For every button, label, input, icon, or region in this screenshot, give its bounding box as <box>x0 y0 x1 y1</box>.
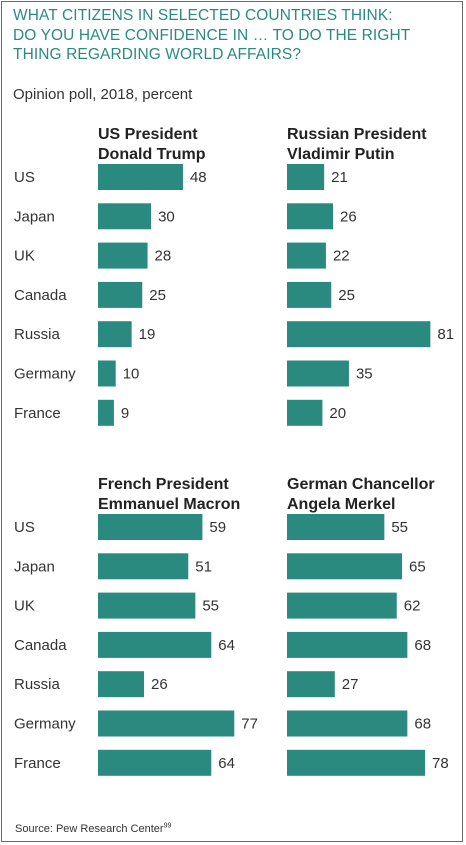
panel-2-value-germany: 35 <box>356 366 373 383</box>
source-footnote: 99 <box>163 822 172 830</box>
panel-1-bar-japan <box>98 203 152 230</box>
panel-2-title-line-1: Russian President <box>287 126 427 143</box>
category-label-russia: Russia <box>14 326 61 343</box>
panel-2-bar-japan <box>287 203 334 230</box>
panel-1-value-russia: 19 <box>139 326 156 343</box>
panel-4-value-france: 78 <box>432 755 449 772</box>
category-label-germany: Germany <box>14 366 76 383</box>
panel-2-bar-canada <box>287 281 332 308</box>
panel-3-value-germany: 77 <box>241 716 258 733</box>
panel-1-value-canada: 25 <box>149 287 166 304</box>
category-label-russia: Russia <box>14 676 61 693</box>
panel-4-title-line-1: German Chancellor <box>287 476 435 493</box>
panel-4-value-germany: 68 <box>414 716 431 733</box>
panel-4-value-russia: 27 <box>342 676 359 693</box>
panel-2-value-canada: 25 <box>338 287 355 304</box>
category-label-canada: Canada <box>14 637 67 654</box>
category-label-canada: Canada <box>14 287 67 304</box>
panel-4-bar-us <box>287 514 385 540</box>
panel-1-value-france: 9 <box>121 405 129 422</box>
panel-1-value-uk: 28 <box>155 248 172 265</box>
figure-title: WHAT CITIZENS IN SELECTED COUNTRIES THIN… <box>13 6 458 65</box>
panel-3-value-japan: 51 <box>195 558 212 575</box>
panel-2-title-line-2: Vladimir Putin <box>287 146 395 163</box>
panel-4-bar-russia <box>287 671 335 698</box>
panel-3-bar-france <box>98 749 212 776</box>
category-label-france: France <box>14 755 61 772</box>
panel-1-bar-germany <box>98 360 116 387</box>
panel-2-value-us: 21 <box>331 169 348 186</box>
title-line-3: THING REGARDING WORLD AFFAIRS? <box>13 46 302 63</box>
panel-1-value-us: 48 <box>190 169 207 186</box>
panel-2-value-japan: 26 <box>340 208 357 225</box>
panel-3-value-russia: 26 <box>151 676 168 693</box>
panel-3-bar-uk <box>98 592 196 619</box>
panel-4-bar-japan <box>287 553 403 580</box>
panel-3-bar-canada <box>98 631 212 658</box>
panel-4-bar-canada <box>287 631 408 658</box>
panel-4-value-canada: 68 <box>414 637 431 654</box>
category-label-uk: UK <box>14 598 35 615</box>
source-note: Source: Pew Research Center99 <box>15 822 172 835</box>
category-label-uk: UK <box>14 248 35 265</box>
panel-2-value-russia: 81 <box>437 326 454 343</box>
panel-4-bar-germany <box>287 710 408 737</box>
figure-subtitle: Opinion poll, 2018, percent <box>13 86 193 103</box>
panel-4-value-uk: 62 <box>404 598 421 615</box>
panel-3-title-line-1: French President <box>98 476 229 493</box>
panel-4-value-japan: 65 <box>409 558 426 575</box>
panel-1-bar-us <box>98 164 183 190</box>
panel-2-bar-us <box>287 164 325 190</box>
panel-3-value-us: 59 <box>209 519 226 536</box>
category-label-germany: Germany <box>14 716 76 733</box>
panel-1-bar-france <box>98 399 114 426</box>
panel-4-title-line-2: Angela Merkel <box>287 496 395 513</box>
panel-1-bar-canada <box>98 281 143 308</box>
panel-1-bar-russia <box>98 321 132 348</box>
panel-3-value-france: 64 <box>218 755 235 772</box>
source-text: Source: Pew Research Center <box>15 823 164 835</box>
panel-3-bar-russia <box>98 671 145 698</box>
panel-3-bar-germany <box>98 710 235 737</box>
panel-1-title-line-2: Donald Trump <box>98 146 206 163</box>
panel-2-bar-france <box>287 399 323 426</box>
title-line-2: DO YOU HAVE CONFIDENCE IN … TO DO THE RI… <box>13 26 411 44</box>
panel-3-value-canada: 64 <box>218 637 235 654</box>
category-label-us: US <box>14 169 35 186</box>
category-label-us: US <box>14 519 35 536</box>
category-label-japan: Japan <box>14 208 55 225</box>
panel-2-bar-uk <box>287 242 326 269</box>
panel-2-bar-germany <box>287 360 349 387</box>
panel-3-value-uk: 55 <box>202 598 219 615</box>
category-label-france: France <box>14 405 61 422</box>
panel-4-bar-france <box>287 749 426 776</box>
panel-2-value-uk: 22 <box>333 248 350 265</box>
panel-4-bar-uk <box>287 592 397 619</box>
panel-2-bar-russia <box>287 321 431 348</box>
panel-3-bar-japan <box>98 553 189 580</box>
category-label-japan: Japan <box>14 558 55 575</box>
panel-1-bar-uk <box>98 242 148 269</box>
title-line-1: WHAT CITIZENS IN SELECTED COUNTRIES THIN… <box>13 7 393 24</box>
panel-1-value-germany: 10 <box>123 366 140 383</box>
panel-3-bar-us <box>98 514 203 540</box>
panel-4-value-us: 55 <box>391 519 408 536</box>
panel-3-title-line-2: Emmanuel Macron <box>98 496 240 513</box>
panel-1-value-japan: 30 <box>158 208 175 225</box>
panel-2-value-france: 20 <box>329 405 346 422</box>
panel-1-title-line-1: US President <box>98 126 198 143</box>
